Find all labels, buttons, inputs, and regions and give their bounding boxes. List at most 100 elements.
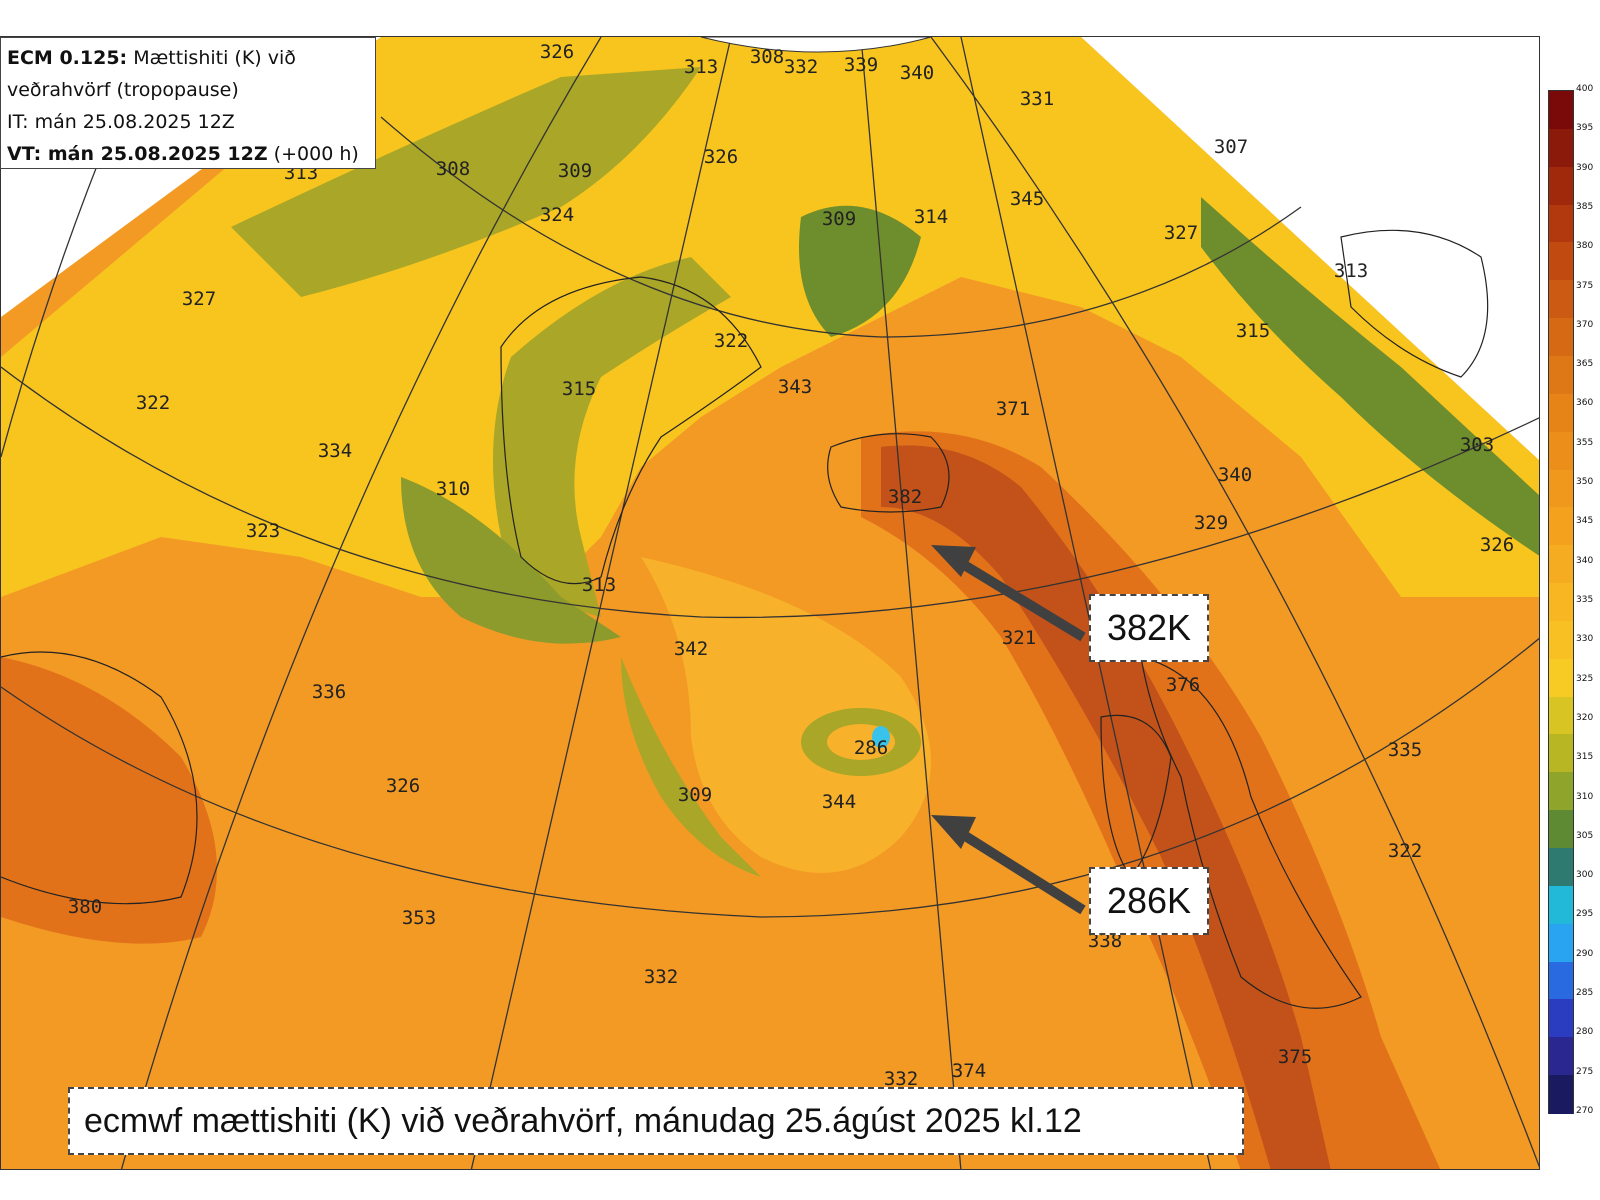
colorbar-segment	[1549, 1037, 1573, 1077]
pole-cap	[700, 37, 932, 53]
colorbar-tick-label: 330	[1576, 634, 1594, 645]
colorbar-segment	[1549, 772, 1573, 812]
colorbar-segment	[1549, 658, 1573, 698]
value-label: 332	[784, 56, 818, 78]
value-label: 345	[1010, 188, 1044, 210]
colorbar-tick-label: 390	[1576, 162, 1594, 173]
value-label: 344	[822, 791, 856, 813]
value-label: 313	[582, 574, 616, 596]
value-label: 315	[562, 378, 596, 400]
field-light-orange-swirl	[641, 557, 931, 873]
colorbar-tick-label: 295	[1576, 909, 1594, 920]
value-label: 340	[1218, 464, 1252, 486]
value-label: 324	[540, 204, 574, 226]
colorbar-segment	[1549, 734, 1573, 774]
arrow-286	[931, 815, 1086, 915]
value-label: 380	[68, 896, 102, 918]
value-label: 321	[1002, 627, 1036, 649]
coastlines	[1, 229, 1489, 1009]
map-panel: 326 313 308 332 339 340 331 307 313 308 309 326 324 3…	[0, 36, 1540, 1170]
value-label: 336	[312, 681, 346, 703]
colorbar-tick-label: 320	[1576, 712, 1594, 723]
colorbar-tick-label: 275	[1576, 1066, 1594, 1077]
value-label: 332	[884, 1068, 918, 1090]
value-label: 335	[1388, 739, 1422, 761]
value-label: 326	[1480, 534, 1514, 556]
colorbar-tick-label: 360	[1576, 398, 1594, 409]
colorbar-tick-label: 290	[1576, 948, 1594, 959]
caption: ecmwf mættishiti (K) við veðrahvörf, mán…	[68, 1087, 1244, 1155]
colorbar-segment	[1549, 583, 1573, 622]
value-label: 309	[558, 160, 592, 182]
colorbar-tick-label: 350	[1576, 477, 1594, 488]
value-label: 313	[684, 56, 718, 78]
colorbar-segment	[1549, 204, 1573, 244]
colorbar-segment	[1549, 545, 1573, 585]
value-label: 382	[888, 486, 922, 508]
field-name: Mættishiti (K) við	[127, 47, 296, 69]
value-label: 307	[1214, 136, 1248, 158]
field-olive-arc-1	[231, 67, 701, 297]
colorbar-segment	[1549, 280, 1573, 320]
value-label: 326	[386, 775, 420, 797]
colorbar-tick-label: 375	[1576, 280, 1594, 291]
colorbar-tick-label: 285	[1576, 988, 1594, 999]
colorbar-segment	[1549, 393, 1573, 433]
value-label: 308	[750, 46, 784, 68]
colorbar-tick-label: 305	[1576, 830, 1594, 841]
field-level: veðrahvörf (tropopause)	[7, 79, 239, 101]
field-low-core	[872, 726, 890, 748]
value-label: 374	[952, 1060, 986, 1082]
colorbar-segment	[1549, 848, 1573, 887]
value-label: 376	[1166, 674, 1200, 696]
value-label: 327	[182, 288, 216, 310]
field-green-band-east	[1201, 197, 1539, 556]
value-label: 343	[778, 376, 812, 398]
colorbar-segment	[1549, 961, 1573, 1001]
colorbar-segment	[1549, 1075, 1573, 1114]
info-box: ECM 0.125: Mættishiti (K) við veðrahvörf…	[0, 37, 376, 169]
value-label: 322	[1388, 840, 1422, 862]
colorbar-tick-label: 395	[1576, 123, 1594, 134]
colorbar-segment	[1549, 620, 1573, 660]
colorbar-segment	[1549, 355, 1573, 395]
callout-high-value: 382K	[1089, 594, 1209, 662]
field-olive-greenland	[493, 257, 731, 617]
value-label: 326	[704, 146, 738, 168]
colorbar-tick-label: 340	[1576, 555, 1594, 566]
valid-time: VT: mán 25.08.2025 12Z	[7, 143, 268, 165]
colorbar-segment	[1549, 507, 1573, 547]
value-label: 323	[246, 520, 280, 542]
field-olive-swirl	[621, 657, 761, 877]
colorbar-tick-label: 300	[1576, 870, 1594, 881]
init-time: IT: mán 25.08.2025 12Z	[7, 111, 235, 133]
value-label: 334	[318, 440, 352, 462]
colorbar-segment	[1549, 469, 1573, 509]
value-label: 340	[900, 62, 934, 84]
value-label: 331	[1020, 88, 1054, 110]
colorbar-segment	[1549, 923, 1573, 963]
value-label: 309	[822, 208, 856, 230]
colorbar-tick-label: 315	[1576, 752, 1594, 763]
colorbar-tick-label: 355	[1576, 437, 1594, 448]
colorbar	[1548, 90, 1574, 1114]
value-label: 286	[854, 737, 888, 759]
value-label: 308	[436, 158, 470, 180]
field-dark-orange-west	[1, 657, 217, 944]
value-label: 339	[844, 54, 878, 76]
value-label: 303	[1460, 434, 1494, 456]
field-olive-tongue	[401, 477, 621, 644]
colorbar-tick-label: 400	[1576, 84, 1594, 94]
colorbar-tick-label: 345	[1576, 516, 1594, 527]
colorbar-segment	[1549, 999, 1573, 1039]
value-label: 342	[674, 638, 708, 660]
colorbar-tick-label: 325	[1576, 673, 1594, 684]
colorbar-tick-label: 335	[1576, 595, 1594, 605]
colorbar-tick-label: 280	[1576, 1027, 1594, 1038]
colorbar-segment	[1549, 431, 1573, 471]
value-label: 309	[678, 784, 712, 806]
colorbar-segment	[1549, 318, 1573, 357]
value-label: 322	[714, 330, 748, 352]
